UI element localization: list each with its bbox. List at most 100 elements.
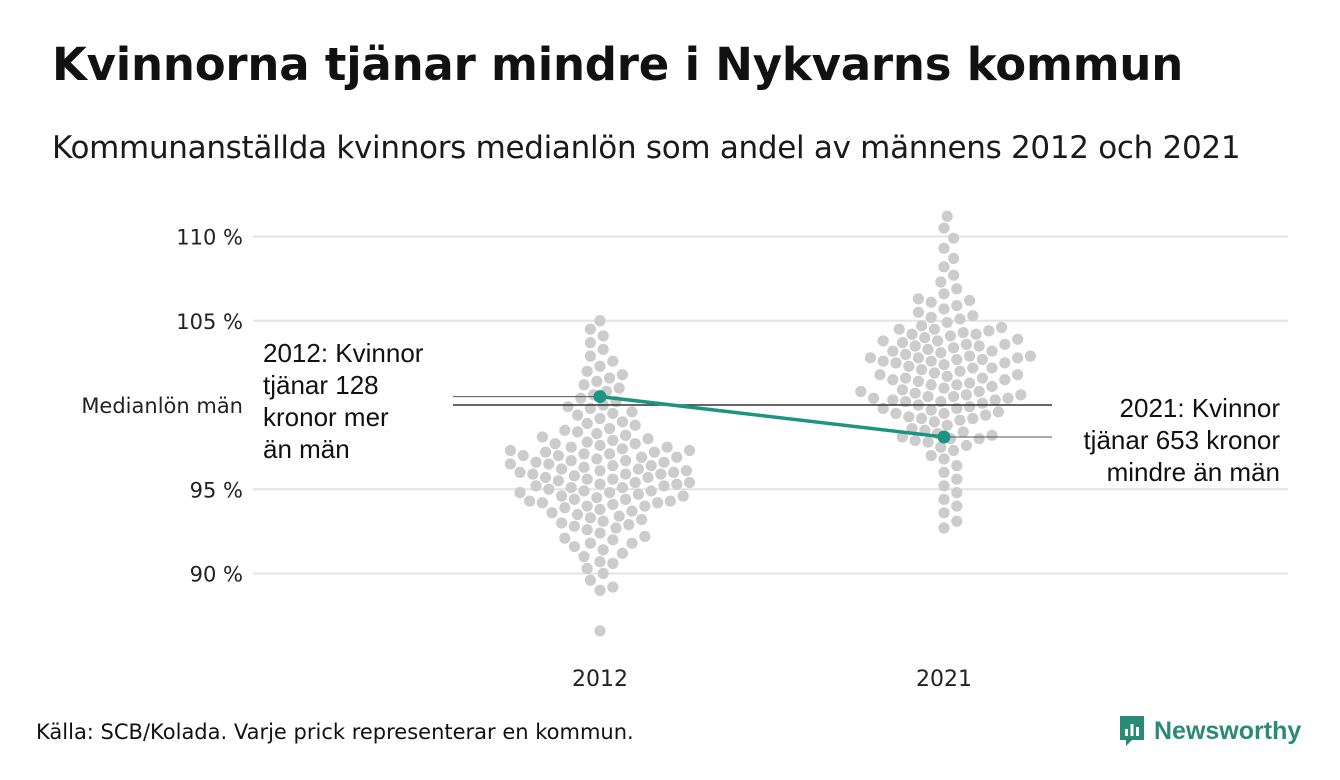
swarm-dot <box>636 513 648 526</box>
newsworthy-logo[interactable]: Newsworthy <box>1118 714 1301 748</box>
swarm-dot <box>925 449 937 462</box>
swarm-dot <box>938 480 950 492</box>
swarm-dot <box>922 390 934 403</box>
swarm-dot <box>967 310 979 322</box>
swarm-dot <box>607 581 619 593</box>
swarm-dot <box>1002 392 1014 404</box>
swarm-dot <box>671 478 683 490</box>
swarm-dot <box>938 522 950 534</box>
swarm-dot <box>645 460 657 472</box>
swarm-dot <box>970 328 982 340</box>
swarm-dot <box>648 446 661 458</box>
swarm-dot <box>655 468 667 480</box>
swarm-dot <box>607 407 619 420</box>
swarm-dot <box>594 625 606 637</box>
swarm-dot <box>581 500 593 512</box>
swarm-dot <box>626 406 638 418</box>
swarm-dot <box>556 490 568 502</box>
swarm-dot <box>912 293 925 305</box>
swarm-dot <box>591 428 603 440</box>
swarm-dot <box>948 269 960 281</box>
swarm-dot <box>661 441 673 453</box>
swarm-dot <box>581 524 593 536</box>
swarm-dot <box>594 315 606 327</box>
swarm-dot <box>916 364 928 376</box>
swarm-dot <box>928 323 941 335</box>
swarm-dot <box>1015 389 1027 401</box>
swarm-dot <box>581 562 593 575</box>
swarm-dot <box>584 337 597 349</box>
swarm-dot <box>954 313 966 325</box>
newsworthy-logo-icon <box>1120 716 1144 746</box>
swarm-dot <box>543 458 555 470</box>
swarm-dot <box>629 438 641 450</box>
swarm-dot <box>613 382 625 394</box>
swarm-dot <box>597 343 609 355</box>
swarm-dot <box>925 296 937 308</box>
annotation-text-2012: tjänar 128 <box>263 370 379 400</box>
grid-lines <box>253 235 1288 575</box>
swarm-dot <box>559 502 571 514</box>
swarm-dot <box>900 348 912 361</box>
swarm-dot <box>671 451 683 463</box>
swarm-dot <box>559 532 571 544</box>
swarm-dot <box>632 463 645 475</box>
swarm-dot <box>935 441 947 453</box>
swarm-dot <box>568 540 581 553</box>
swarm-dot <box>996 321 1008 334</box>
swarm-dot <box>948 252 960 265</box>
annotation-text-2021: 2021: Kvinnor <box>1120 393 1281 423</box>
swarm-dot <box>960 439 973 452</box>
swarm-dot <box>999 338 1011 350</box>
swarm-dot <box>524 495 536 507</box>
swarm-dot <box>938 222 950 234</box>
swarm-dot <box>604 422 616 435</box>
swarm-dot <box>973 340 985 352</box>
swarm-dot <box>613 510 625 522</box>
swarm-dot <box>584 537 597 549</box>
swarm-dot <box>536 497 549 509</box>
swarm-dot <box>540 446 552 458</box>
swarm-dot <box>890 357 902 369</box>
swarm-dot <box>616 443 629 455</box>
swarm-dot <box>530 456 542 468</box>
swarm-dot <box>620 468 632 480</box>
swarm-dot <box>568 493 581 505</box>
swarm-dot <box>594 360 606 372</box>
swarm-dot <box>925 355 937 367</box>
swarm-dot <box>938 303 950 315</box>
swarm-dot <box>935 276 947 288</box>
swarm-dot <box>568 520 581 532</box>
swarm-dot <box>591 375 603 388</box>
swarm-dot <box>903 411 915 423</box>
swarm-dot <box>578 461 590 473</box>
swarm-dot <box>932 335 944 347</box>
swarm-dot <box>935 347 947 359</box>
swarm-dot <box>925 379 937 391</box>
swarm-dot <box>986 345 998 357</box>
swarm-dot <box>632 488 645 500</box>
swarm-dot <box>973 433 985 445</box>
swarm-dot <box>964 377 976 389</box>
swarm-dot <box>912 306 925 318</box>
swarm-dot <box>591 453 603 465</box>
swarm-dot <box>951 487 963 499</box>
swarm-dot <box>976 397 989 409</box>
swarm-dot <box>938 407 950 420</box>
swarm-dot <box>1012 333 1024 345</box>
annotation-text-2012: än män <box>263 434 350 464</box>
swarm-dot <box>938 261 950 273</box>
swarm-dot <box>948 390 960 403</box>
swarm-dot <box>616 547 629 559</box>
swarm-dot <box>620 455 632 467</box>
swarm-dot <box>925 404 937 416</box>
swarm-dot <box>986 429 998 441</box>
swarm-dot <box>919 332 931 344</box>
swarm-dot <box>890 407 902 420</box>
swarm-dot <box>610 522 622 534</box>
swarm-dot <box>578 485 590 497</box>
swarm-dot <box>604 372 616 384</box>
swarm-dot <box>896 384 909 396</box>
swarm-dot <box>903 360 915 372</box>
swarm-dot <box>565 481 577 494</box>
